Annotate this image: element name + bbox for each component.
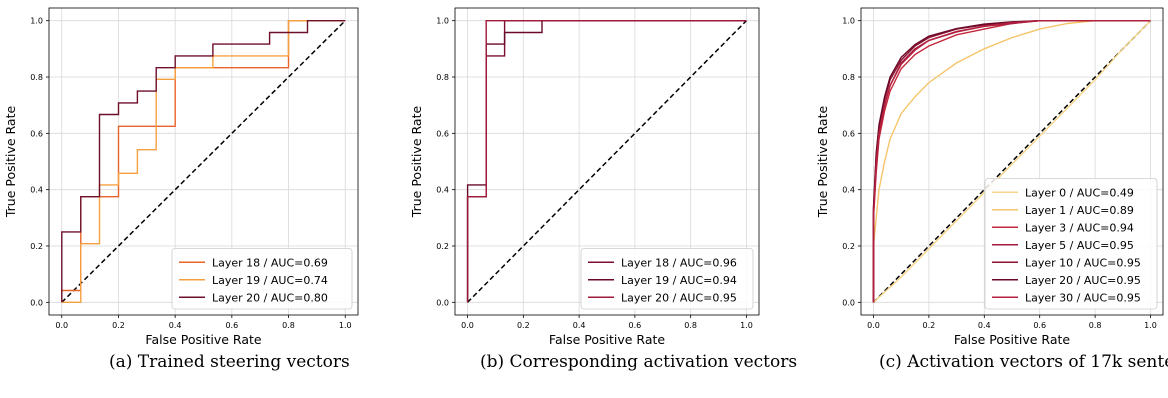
diagonal-reference-line [467,20,747,303]
x-tick-label: 1.0 [740,321,753,330]
legend-label: Layer 1 / AUC=0.89 [1025,204,1134,217]
roc-figure: 0.0 0.0 0.2 0.2 0.4 0.4 0.6 0.6 0.8 0.8 1.0 1.0 Fals… [3,7,1164,345]
legend-box [580,248,754,310]
y-axis-label: True Positive Rate [815,106,830,219]
x-tick-label: 0.4 [573,321,586,330]
legend-label: Layer 18 / AUC=0.96 [621,256,737,269]
legend-label: Layer 20 / AUC=0.80 [212,291,328,304]
caption-a: (a) Trained steering vectors [109,352,350,372]
y-tick-label: 0.8 [436,73,449,82]
x-tick-label: 0.4 [978,321,991,330]
panel-1: 0.0 0.0 0.2 0.2 0.4 0.4 0.6 0.6 0.8 0.8 1.0 1.0 Fals… [3,7,359,345]
legend-label: Layer 19 / AUC=0.74 [212,274,328,287]
y-axis-label: True Positive Rate [3,106,18,219]
y-tick-label: 0.6 [436,129,449,138]
x-tick-label: 0.4 [169,321,182,330]
x-axis-label: False Positive Rate [954,332,1070,345]
plot-frame [860,7,1164,316]
y-tick-label: 0.4 [30,186,43,195]
diagonal-reference-line [872,20,1152,303]
series-line-7 [872,20,1151,303]
x-tick-label: 0.2 [517,321,530,330]
series-line-6 [872,20,1151,303]
y-tick-label: 0.0 [30,298,43,307]
legend-box [171,248,353,310]
caption-c: (c) Activation vectors of 17k sentenc [879,352,1168,372]
x-tick-label: 0.0 [55,321,68,330]
y-tick-label: 1.0 [30,17,43,26]
legend-label: Layer 3 / AUC=0.94 [1025,221,1134,234]
y-tick-label: 1.0 [436,17,449,26]
x-tick-label: 1.0 [1144,321,1157,330]
series-line-1 [873,20,1151,303]
x-tick-label: 0.2 [112,321,125,330]
legend-label: Layer 19 / AUC=0.94 [621,274,737,287]
plot-frame [454,7,760,316]
x-tick-label: 0.6 [225,321,238,330]
legend-label: Layer 30 / AUC=0.95 [1025,291,1141,304]
y-axis-label: True Positive Rate [409,106,424,219]
legend: Layer 0 / AUC=0.49 Layer 1 / AUC=0.89 Laye… [984,178,1158,310]
y-tick-label: 0.4 [436,186,449,195]
legend-label: Layer 20 / AUC=0.95 [621,291,737,304]
plot-frame [48,7,359,316]
legend-label: Layer 10 / AUC=0.95 [1025,256,1141,269]
x-tick-label: 0.6 [629,321,642,330]
series-line-3 [466,20,747,303]
series-line-3 [61,20,346,303]
y-tick-label: 0.8 [842,73,855,82]
x-tick-label: 0.8 [1089,321,1102,330]
y-tick-label: 1.0 [842,17,855,26]
y-tick-label: 0.2 [436,242,449,251]
x-tick-label: 0.8 [684,321,697,330]
legend-label: Layer 5 / AUC=0.95 [1025,239,1134,252]
x-axis-label: False Positive Rate [549,332,665,345]
legend-box [984,178,1158,310]
diagonal-reference-line [61,20,346,303]
x-tick-label: 0.0 [867,321,880,330]
y-tick-label: 0.2 [30,242,43,251]
legend: Layer 18 / AUC=0.96 Layer 19 / AUC=0.94 La… [580,248,754,310]
caption-b: (b) Corresponding activation vectors [480,352,798,372]
y-tick-label: 0.6 [842,129,855,138]
y-tick-label: 0.4 [842,186,855,195]
series-line-2 [466,20,747,303]
legend-label: Layer 20 / AUC=0.95 [1025,274,1141,287]
panel-2: 0.0 0.0 0.2 0.2 0.4 0.4 0.6 0.6 0.8 0.8 1.0 1.0 Fals… [409,7,760,345]
series-line-2 [61,20,346,303]
y-tick-label: 0.6 [30,129,43,138]
legend-label: Layer 0 / AUC=0.49 [1025,186,1134,199]
x-tick-label: 1.0 [339,321,352,330]
x-tick-label: 0.6 [1033,321,1046,330]
y-tick-label: 0.8 [30,73,43,82]
series-line-2 [872,20,1151,303]
x-tick-label: 0.0 [461,321,474,330]
legend: Layer 18 / AUC=0.69 Layer 19 / AUC=0.74 La… [171,248,353,310]
x-tick-label: 0.8 [282,321,295,330]
x-tick-label: 0.2 [923,321,936,330]
y-tick-label: 0.0 [842,298,855,307]
legend-label: Layer 18 / AUC=0.69 [212,256,328,269]
y-tick-label: 0.0 [436,298,449,307]
panel-3: 0.0 0.0 0.2 0.2 0.4 0.4 0.6 0.6 0.8 0.8 1.0 1.0 Fals… [815,7,1164,345]
y-tick-label: 0.2 [842,242,855,251]
x-axis-label: False Positive Rate [145,332,261,345]
